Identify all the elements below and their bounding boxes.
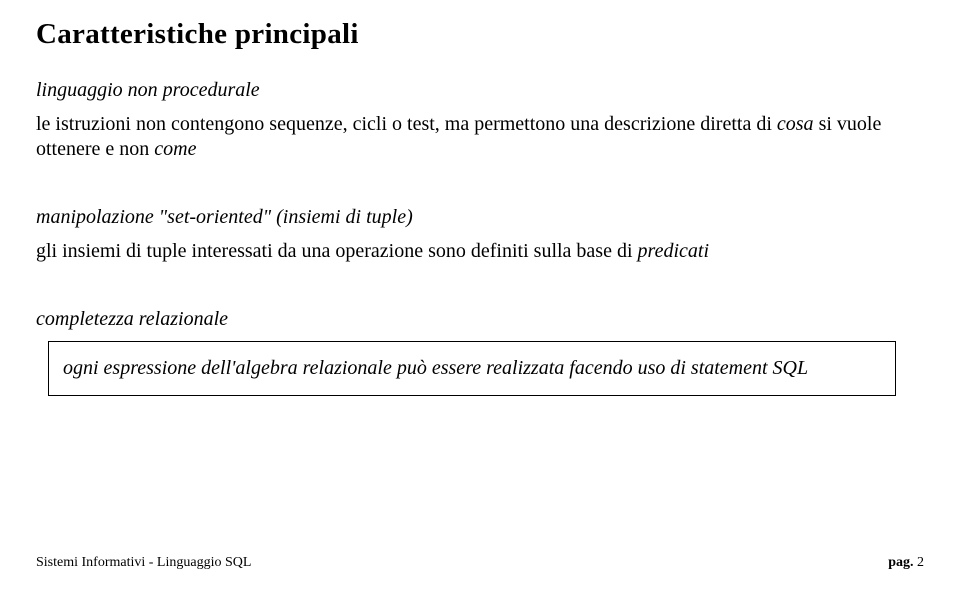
footer-page-label: pag.: [888, 555, 913, 570]
footer-left: Sistemi Informativi - Linguaggio SQL: [36, 555, 251, 571]
footer-page-number: 2: [917, 555, 924, 570]
footer-right: pag. 2: [888, 555, 924, 571]
section1-text-a: le istruzioni non contengono sequenze, c…: [36, 113, 777, 135]
section1-body: le istruzioni non contengono sequenze, c…: [36, 112, 924, 162]
section2-text-a: gli insiemi di tuple interessati da una …: [36, 240, 638, 262]
section2-heading: manipolazione "set-oriented" (insiemi di…: [36, 206, 924, 229]
section3-box: ogni espressione dell'algebra relazional…: [48, 341, 896, 396]
document-page: Caratteristiche principali linguaggio no…: [0, 0, 960, 593]
section1-italic-cosa: cosa: [777, 113, 814, 135]
section2-body: gli insiemi di tuple interessati da una …: [36, 239, 924, 264]
page-title: Caratteristiche principali: [36, 18, 924, 51]
section1-heading: linguaggio non procedurale: [36, 79, 924, 102]
page-footer: Sistemi Informativi - Linguaggio SQL pag…: [36, 555, 924, 571]
section3-heading: completezza relazionale: [36, 308, 924, 331]
section1-italic-come: come: [154, 138, 196, 160]
section2-italic-predicati: predicati: [638, 240, 709, 262]
section3-box-text: ogni espressione dell'algebra relazional…: [63, 357, 808, 379]
